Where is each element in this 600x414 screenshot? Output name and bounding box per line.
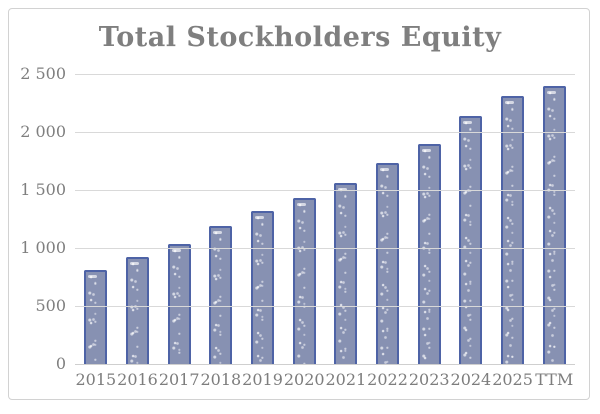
x-tick-label-2019: 2019 (242, 370, 283, 389)
gridline-1000 (75, 248, 575, 249)
bar-2022 (375, 163, 399, 364)
bar-2017 (167, 244, 191, 364)
y-tick-label-2000: 2 000 (20, 122, 66, 141)
x-tick-label-2016: 2016 (117, 370, 158, 389)
bar-2019 (250, 211, 274, 364)
gridline-500 (75, 306, 575, 307)
x-tick-label-2020: 2020 (283, 370, 325, 389)
y-tick-label-0: 0 (55, 354, 66, 373)
bar-2015 (84, 270, 108, 364)
bar-2020 (292, 197, 316, 364)
bar-TTM (542, 85, 566, 364)
x-tick-label-TTM: TTM (535, 370, 574, 389)
gridline-2000 (75, 132, 575, 133)
bar-2021 (334, 182, 358, 364)
bar-series (75, 74, 575, 364)
x-tick-label-2024: 2024 (450, 370, 492, 389)
x-tick-label-2018: 2018 (200, 370, 242, 389)
bar-2025 (500, 96, 524, 364)
y-tick-label-500: 500 (35, 296, 66, 315)
gridline-2500 (75, 74, 575, 75)
y-tick-label-1000: 1 000 (20, 238, 66, 257)
bar-2016 (125, 257, 149, 364)
x-tick-label-2023: 2023 (408, 370, 450, 389)
x-axis: 2015 2016 2017 2018 2019 2020 2021 2022 2023 2024… (75, 370, 575, 389)
x-tick-label-2015: 2015 (75, 370, 117, 389)
bar-2018 (209, 226, 233, 364)
x-tick-label-2017: 2017 (158, 370, 200, 389)
x-tick-label-2021: 2021 (325, 370, 367, 389)
x-tick-label-2022: 2022 (367, 370, 408, 389)
bar-2024 (459, 116, 483, 364)
chart-title: Total Stockholders Equity (98, 22, 502, 53)
y-tick-label-1500: 1 500 (20, 180, 66, 199)
plot-area (75, 74, 575, 365)
bar-2023 (417, 143, 441, 364)
y-tick-label-2500: 2 500 (20, 64, 66, 83)
gridline-0 (75, 364, 575, 365)
gridline-1500 (75, 190, 575, 191)
y-axis: 0 500 1 000 1 500 2 000 2 500 (0, 0, 66, 414)
x-tick-label-2025: 2025 (492, 370, 533, 389)
